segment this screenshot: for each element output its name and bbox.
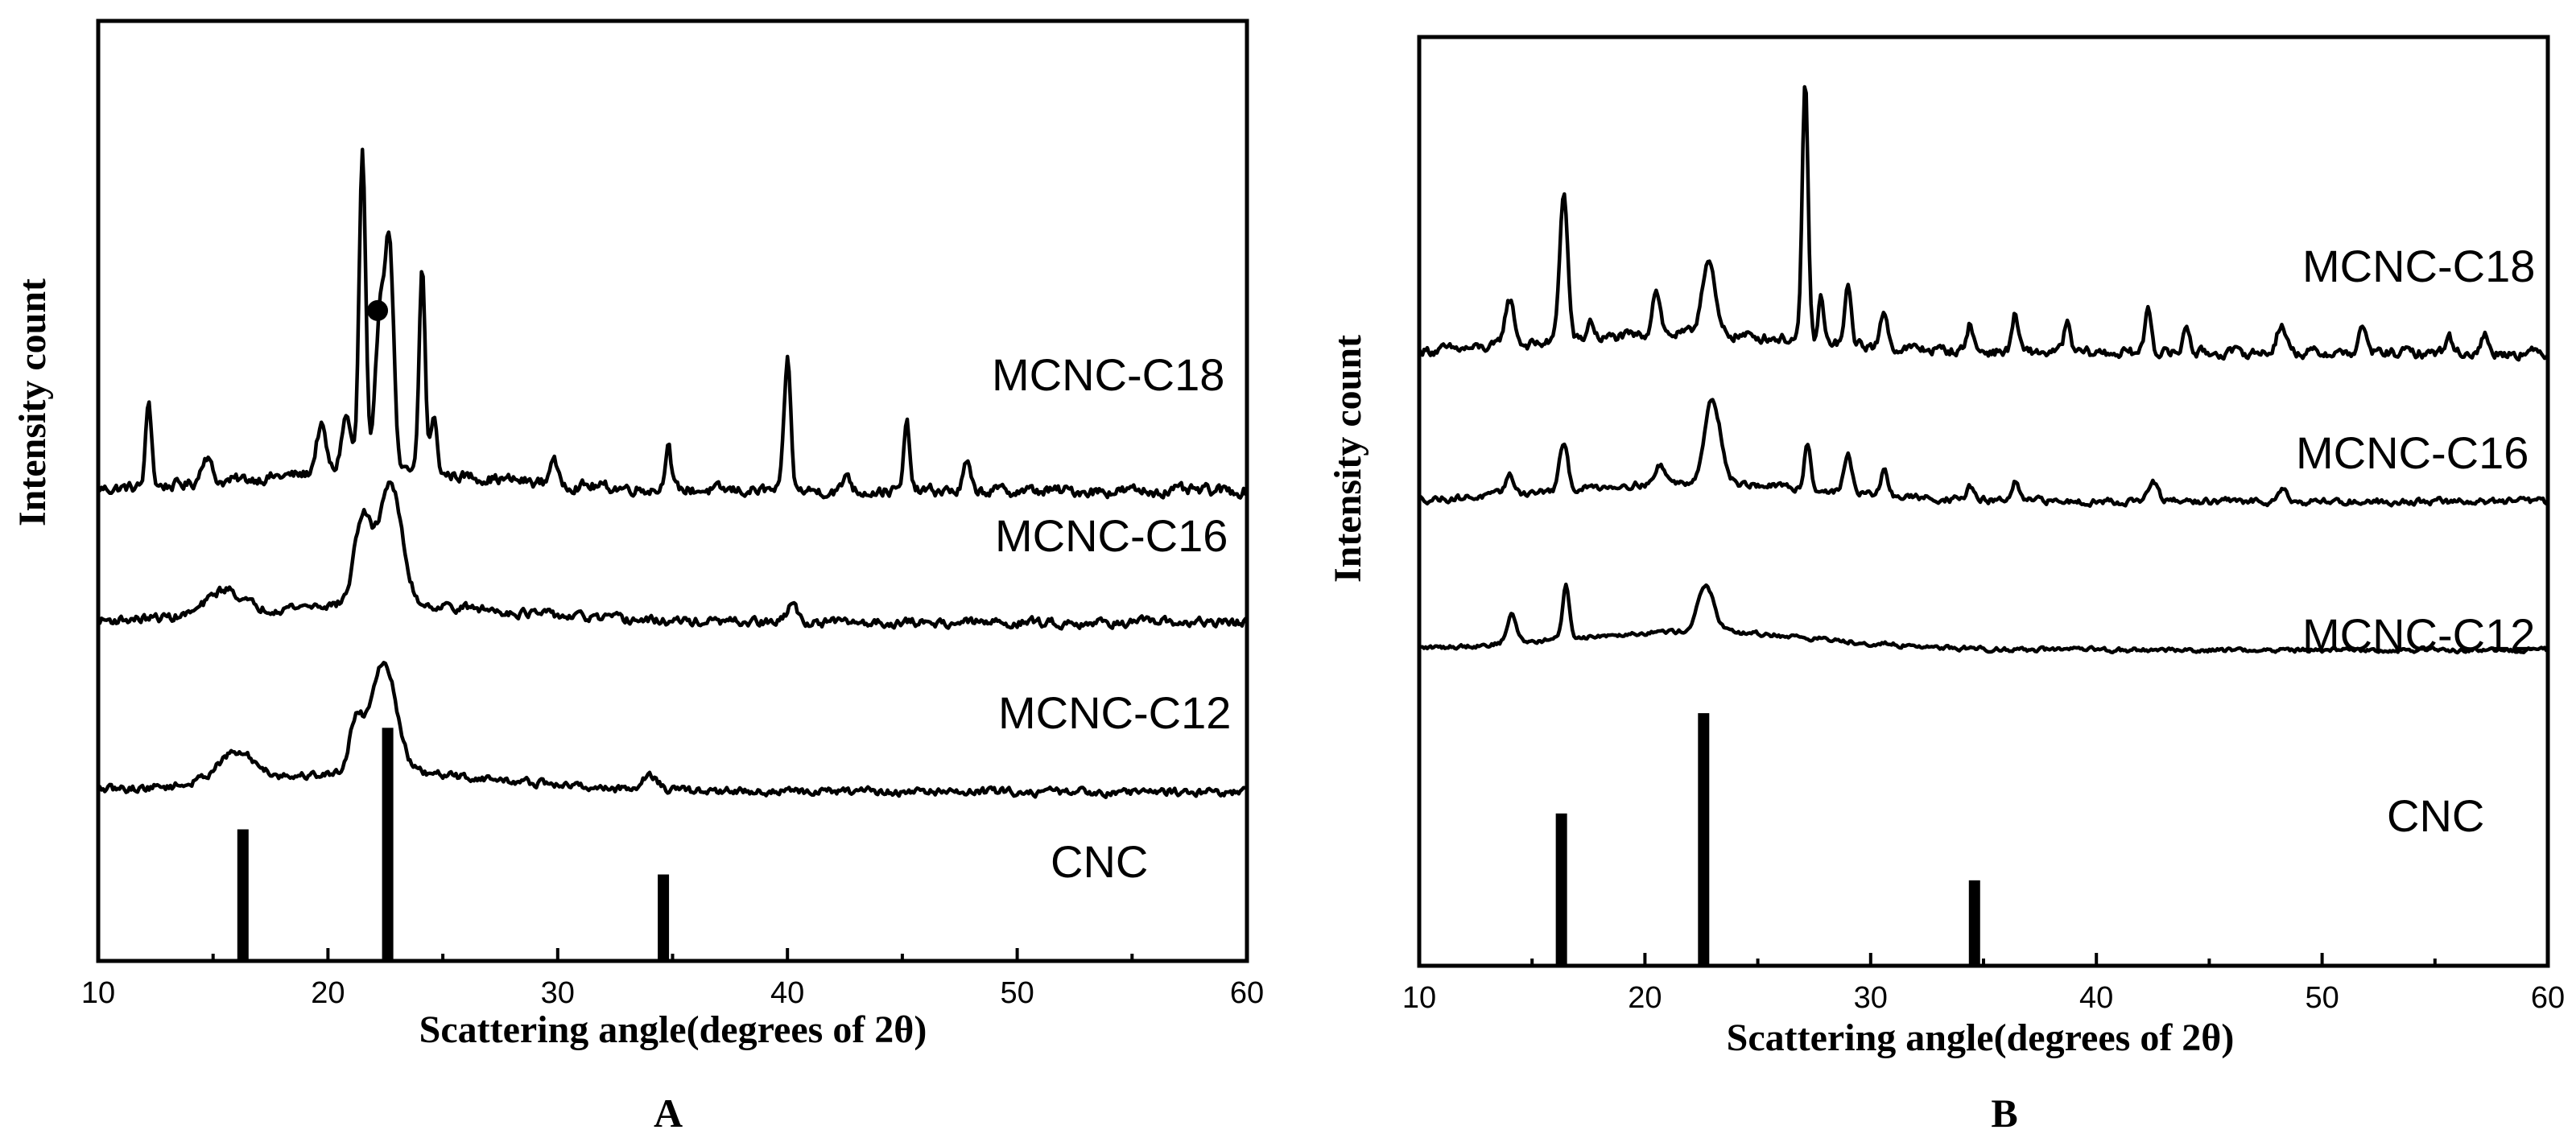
panel-b-tick-label-10: 10 [1402,981,1436,1015]
panel-a-series-label-c12: MCNC-C12 [998,687,1231,738]
panel-b-tick-label-60: 60 [2531,981,2565,1015]
panel-a-series-label-cnc: CNC [1051,836,1148,887]
panel-a-plot-frame [96,19,1249,963]
panel-a-xlabel: Scattering angle(degrees of 2θ) [419,1008,927,1051]
panel-b: 10 20 30 40 50 60 Intensity count Scattering … [1327,35,2565,1136]
panel-b-trace-mcnc-c18 [1417,85,2550,362]
panel-b-tick-label-50: 50 [2305,981,2339,1015]
panel-b-xlabel: Scattering angle(degrees of 2θ) [1727,1016,2235,1059]
panel-a-tick-label-20: 20 [311,976,345,1010]
panel-a: 10 20 30 40 50 60 Intensity count Scattering … [11,19,1264,1136]
panel-b-tick-label-20: 20 [1628,981,1662,1015]
panel-b-trace-mcnc-c12 [1418,582,2549,655]
panel-b-series-label-cnc: CNC [2387,790,2484,841]
panel-a-cnc-stick-3 [658,874,670,961]
panel-a-trace-mcnc-c18 [96,147,1249,500]
panel-b-cnc-stick-3 [1968,880,1980,966]
panel-b-tick-label-30: 30 [1854,981,1888,1015]
panel-a-peak-marker [367,299,389,321]
panel-a-tick-label-50: 50 [1000,976,1034,1010]
panel-b-cnc-stick-2 [1698,713,1710,966]
panel-a-tick-label-60: 60 [1230,976,1264,1010]
panel-a-ylabel: Intensity count [11,278,54,526]
panel-b-series-label-c18: MCNC-C18 [2302,241,2535,291]
panel-b-tick-label-40: 40 [2079,981,2113,1015]
panel-a-cnc-stick-1 [237,829,249,961]
panel-b-series-label-c12: MCNC-C12 [2302,609,2535,660]
panel-a-tick-label-10: 10 [81,976,115,1010]
panel-a-trace-mcnc-c16 [96,480,1249,631]
panel-a-tick-label-40: 40 [770,976,804,1010]
panel-a-tick-label-30: 30 [541,976,575,1010]
panel-b-cnc-stick-1 [1555,813,1567,966]
panel-b-series-label-c16: MCNC-C16 [2296,427,2529,478]
panel-b-trace-mcnc-c16 [1418,398,2549,509]
panel-a-cnc-stick-2 [382,728,394,961]
panel-a-label: A [654,1091,683,1136]
panel-a-series-label-c16: MCNC-C16 [995,510,1228,561]
panel-b-label: B [1991,1091,2017,1136]
panel-a-trace-mcnc-c12 [97,661,1248,799]
panel-b-ylabel: Intensity count [1327,335,1369,583]
panel-a-series-label-c18: MCNC-C18 [992,349,1224,400]
